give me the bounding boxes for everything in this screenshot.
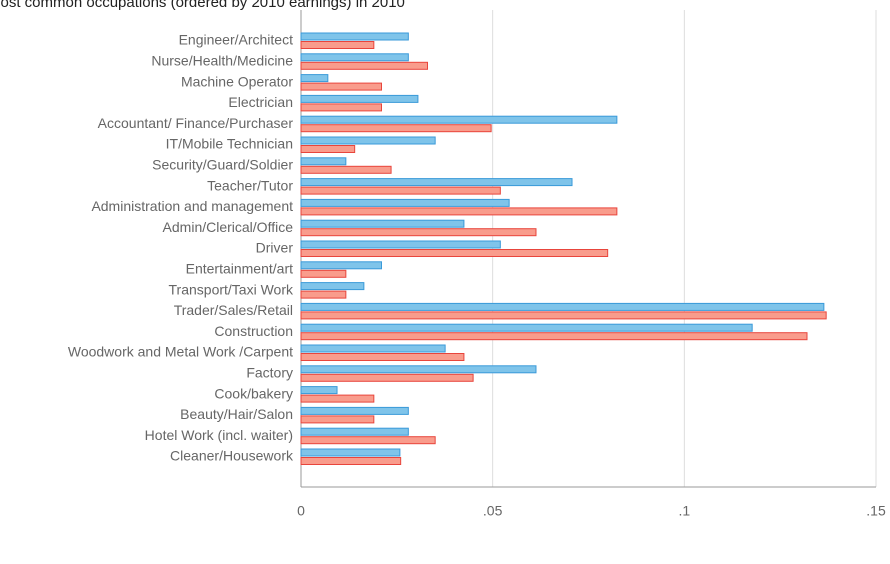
bar — [300, 269, 347, 278]
bar — [300, 178, 573, 187]
bar — [300, 186, 501, 195]
bar — [300, 82, 382, 91]
y-tick-label: Hotel Work (incl. waiter) — [145, 427, 293, 443]
y-tick-label: Trader/Sales/Retail — [174, 302, 293, 318]
y-tick-label: Driver — [256, 240, 294, 256]
bar — [300, 145, 356, 153]
bar — [300, 124, 492, 133]
bar — [300, 136, 436, 145]
bar — [300, 94, 419, 103]
bar — [300, 415, 375, 424]
y-tick-label: Construction — [214, 323, 293, 339]
bar — [300, 436, 436, 445]
bar — [300, 261, 382, 270]
bar — [300, 74, 329, 83]
bar — [300, 344, 446, 353]
y-tick-label: Nurse/Health/Medicine — [151, 53, 293, 69]
bar — [300, 406, 409, 415]
y-tick-label: Administration and management — [91, 198, 293, 214]
bar — [300, 302, 825, 311]
y-tick-label: Accountant/ Finance/Purchaser — [98, 115, 294, 131]
bar — [300, 457, 402, 465]
bar — [300, 311, 827, 320]
bar — [300, 240, 501, 249]
bar — [300, 219, 465, 228]
y-tick-label: Beauty/Hair/Salon — [180, 406, 293, 422]
bar — [300, 61, 428, 70]
y-tick-label: Cleaner/Housework — [170, 448, 294, 464]
bar — [300, 386, 338, 395]
y-tick-label: Entertainment/art — [186, 261, 293, 277]
bar — [300, 365, 537, 374]
bar — [300, 282, 365, 291]
bar — [300, 373, 474, 382]
bar — [300, 115, 618, 124]
y-tick-label: Cook/bakery — [214, 385, 293, 401]
bar — [300, 290, 347, 299]
bar — [300, 332, 808, 341]
bar — [300, 323, 753, 332]
bar — [300, 103, 382, 112]
y-tick-label: Machine Operator — [181, 73, 293, 89]
y-tick-label: Teacher/Tutor — [207, 177, 293, 193]
bar — [300, 53, 409, 62]
x-tick-label: .15 — [866, 503, 886, 519]
bar — [300, 427, 409, 436]
bar — [300, 353, 465, 361]
bar — [300, 157, 347, 166]
bar — [300, 249, 609, 257]
x-tick-label: 0 — [297, 503, 305, 519]
bar — [300, 198, 510, 207]
y-tick-label: Transport/Taxi Work — [169, 281, 294, 297]
x-tick-label: .05 — [483, 503, 503, 519]
chart-title: Most common occupations (ordered by 2010… — [0, 0, 405, 11]
y-tick-label: Engineer/Architect — [179, 32, 294, 48]
bar — [300, 207, 618, 216]
bar — [300, 448, 401, 457]
y-tick-label: Electrician — [228, 94, 293, 110]
y-tick-label: Security/Guard/Soldier — [152, 157, 293, 173]
x-tick-label: .1 — [678, 503, 690, 519]
y-tick-label: IT/Mobile Technician — [166, 136, 293, 152]
y-tick-label: Woodwork and Metal Work /Carpent — [68, 344, 293, 360]
y-tick-label: Admin/Clerical/Office — [163, 219, 294, 235]
bar — [300, 41, 375, 49]
bar — [300, 394, 375, 403]
bar — [300, 165, 392, 174]
bar — [300, 228, 537, 237]
y-tick-label: Factory — [246, 365, 293, 381]
bar — [300, 32, 409, 41]
